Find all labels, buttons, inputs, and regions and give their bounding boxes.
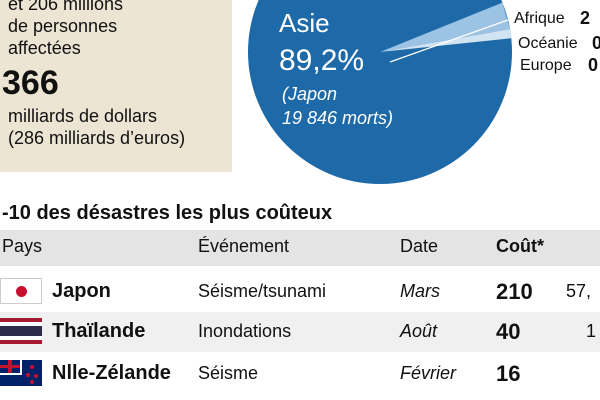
row-country: Japon [52,280,111,302]
row-extra: 1 [586,321,597,341]
pie-value-asie: 89,2% [279,44,365,77]
pie-label-asie: Asie [279,8,330,38]
pie-note-1: (Japon [282,84,338,104]
pie-slice-asie [248,0,512,184]
row-extra: 57, [566,281,592,301]
legend-label-oceanie: Océanie [518,35,578,52]
row-cost: 40 [496,319,521,344]
header-date: Date [400,236,439,256]
legend-value-europe: 0 [588,55,599,75]
row-date: Février [400,363,457,383]
row-event: Inondations [198,321,292,341]
table-row: Japon Séisme/tsunami Mars 210 57, [0,272,600,312]
header-evenement: Événement [198,236,290,256]
cost-value: 366 [2,64,59,102]
row-country: Nlle-Zélande [52,362,171,384]
thailand-flag [0,318,42,344]
legend-value-oceanie: 0 [592,33,600,53]
legend-label-europe: Europe [520,57,572,74]
summary-line-3: affectées [8,38,81,58]
table-title: -10 des désastres les plus coûteux [2,202,333,224]
summary-panel [0,0,232,172]
row-date: Août [400,321,438,341]
row-cost: 210 [496,279,533,304]
row-event: Séisme/tsunami [198,281,327,301]
leader-line-afrique [389,19,509,63]
summary-line-1: et 206 millions [8,0,124,14]
table-row: Nlle-Zélande Séisme Février 16 [0,352,600,392]
summary-line-2: de personnes [8,16,118,36]
cost-eur: (286 milliards d’euros) [8,128,186,148]
legend-value-afrique: 2 [580,8,591,28]
row-date: Mars [400,281,440,301]
table-row: Thaïlande Inondations Août 40 1 [0,312,600,352]
row-country: Thaïlande [52,320,146,342]
row-event: Séisme [198,363,259,383]
legend-label-afrique: Afrique [514,10,565,27]
new-zealand-flag [0,360,42,386]
pie-slice-afrique [380,2,510,53]
row-cost: 16 [496,361,521,386]
header-pays: Pays [2,236,43,256]
cost-unit: milliards de dollars [8,106,158,126]
header-cout: Coût* [496,236,544,256]
japan-flag [0,278,42,304]
table-header-row: Pays Événement Date Coût* [0,230,600,266]
pie-slice-oceanie-europe [380,29,512,52]
pie-note-2: 19 846 morts) [282,108,394,128]
